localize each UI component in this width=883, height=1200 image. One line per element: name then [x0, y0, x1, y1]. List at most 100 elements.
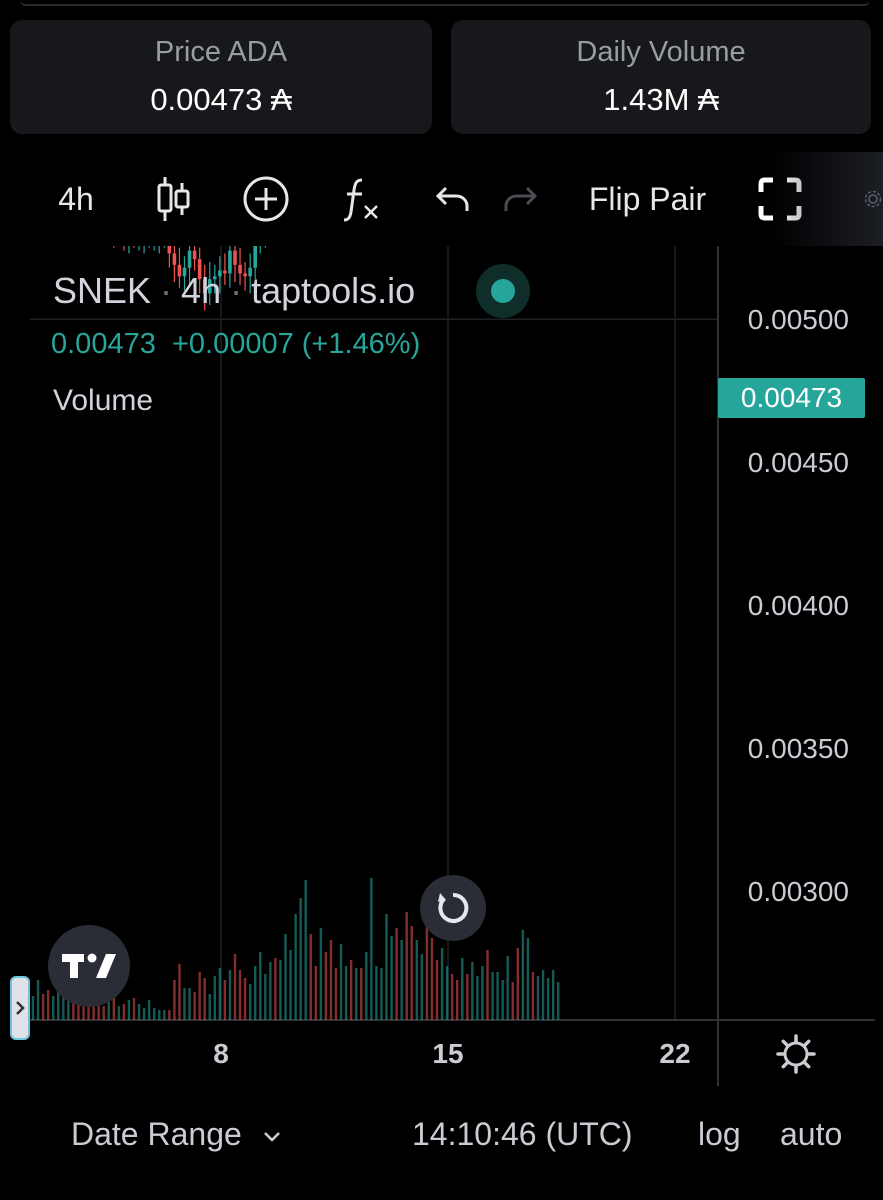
- status-dot-icon: [491, 279, 515, 303]
- volume-bar: [193, 992, 196, 1020]
- function-icon[interactable]: [340, 152, 384, 246]
- current-price-tag: 0.00473: [718, 378, 865, 418]
- volume-bar: [415, 940, 418, 1020]
- volume-bar: [435, 960, 439, 1020]
- volume-bar: [248, 984, 252, 1020]
- chevron-down-icon: [263, 1131, 280, 1142]
- volume-bar: [294, 914, 297, 1020]
- volume-bar: [445, 966, 449, 1020]
- candle-body: [248, 267, 252, 277]
- candle-body: [213, 276, 217, 280]
- daily-volume-value: 1.43M ₳: [603, 82, 719, 117]
- volume-bar: [178, 964, 181, 1020]
- price-value: 0.00473 ₳: [150, 82, 292, 117]
- utc-clock[interactable]: 14:10:46 (UTC): [412, 1116, 633, 1152]
- redo-icon[interactable]: [501, 152, 541, 246]
- candle-body: [243, 273, 247, 277]
- volume-bar: [36, 980, 40, 1020]
- volume-bar: [546, 978, 550, 1020]
- volume-bar: [430, 938, 434, 1020]
- settings-icon[interactable]: [853, 152, 883, 246]
- candle-body: [253, 246, 257, 268]
- reset-chart-button[interactable]: [420, 875, 486, 941]
- volume-bar: [142, 1008, 146, 1020]
- price-axis-label: 0.00350: [747, 733, 849, 764]
- interval-button[interactable]: 4h: [58, 180, 94, 217]
- daily-volume-card: Daily Volume 1.43M ₳: [451, 20, 871, 134]
- volume-bar: [213, 976, 216, 1020]
- candle-body: [228, 250, 232, 274]
- volume-bar: [289, 950, 292, 1020]
- volume-bar: [223, 980, 227, 1020]
- volume-bar: [526, 938, 530, 1020]
- add-indicator-icon[interactable]: [240, 152, 292, 246]
- volume-bar: [557, 982, 560, 1020]
- chevron-right-icon: [16, 1001, 25, 1015]
- volume-bar: [57, 980, 60, 1020]
- candle-body: [238, 264, 242, 274]
- undo-icon[interactable]: [432, 152, 472, 246]
- volume-bar: [198, 972, 201, 1020]
- flip-pair-button[interactable]: Flip Pair: [588, 180, 707, 217]
- volume-bar: [476, 976, 479, 1020]
- volume-bar: [405, 912, 408, 1020]
- volume-bar: [158, 1010, 161, 1020]
- date-range-label: Date Range: [71, 1116, 242, 1152]
- volume-bar: [228, 970, 232, 1020]
- candlestick-chart[interactable]: [0, 246, 883, 1086]
- volume-bar: [46, 990, 50, 1020]
- volume-bar: [324, 952, 328, 1020]
- volume-bar: [440, 948, 444, 1020]
- chart-toolbar: 4h Flip: [0, 152, 883, 246]
- volume-bar: [450, 974, 454, 1020]
- volume-bar: [471, 962, 474, 1020]
- volume-bar: [67, 986, 70, 1020]
- volume-bar: [188, 988, 191, 1020]
- volume-bar: [218, 968, 222, 1020]
- candle-body: [207, 279, 212, 294]
- price-axis-label: 0.00500: [747, 304, 849, 335]
- price-label: Price ADA: [154, 36, 288, 68]
- candle-body: [187, 250, 192, 268]
- chart-settings-button[interactable]: [776, 1034, 816, 1074]
- price-axis-label: 0.00450: [747, 447, 849, 478]
- volume-bar: [304, 880, 307, 1020]
- auto-scale-toggle[interactable]: auto: [780, 1116, 843, 1152]
- tradingview-logo[interactable]: [48, 925, 130, 1007]
- volume-bar: [531, 972, 535, 1020]
- price-chart[interactable]: [0, 246, 883, 1086]
- date-range-button[interactable]: Date Range: [71, 1116, 283, 1153]
- candles-icon[interactable]: [150, 152, 196, 246]
- volume-bar: [511, 982, 514, 1020]
- volume-bar: [339, 944, 343, 1020]
- log-scale-toggle[interactable]: log: [698, 1116, 741, 1152]
- market-status-indicator[interactable]: [476, 264, 530, 318]
- volume-bar: [163, 1010, 166, 1020]
- candle-body: [192, 250, 197, 260]
- price-axis-label: 0.00300: [747, 876, 849, 907]
- volume-bar: [264, 974, 267, 1020]
- volume-bar: [516, 948, 519, 1020]
- volume-bar: [279, 960, 282, 1020]
- volume-bar: [82, 1006, 85, 1020]
- volume-bar: [375, 966, 378, 1020]
- volume-bar: [238, 970, 242, 1020]
- volume-bar: [183, 988, 186, 1020]
- volume-bar: [329, 940, 333, 1020]
- volume-bar: [486, 950, 489, 1020]
- volume-bar: [62, 990, 65, 1020]
- legend-close: 0.00473: [51, 328, 156, 360]
- price-axis-label: 0.00400: [747, 590, 849, 621]
- volume-bar: [168, 1010, 171, 1020]
- volume-bar: [496, 972, 499, 1020]
- volume-bar: [506, 956, 509, 1020]
- volume-bar: [87, 1002, 90, 1020]
- side-panel-toggle[interactable]: [10, 976, 30, 1040]
- header-edge: [20, 0, 870, 6]
- volume-bar: [309, 934, 312, 1020]
- volume-bar: [420, 954, 424, 1020]
- volume-bar: [466, 974, 469, 1020]
- candle-body: [218, 270, 222, 277]
- candle-body: [202, 279, 207, 294]
- volume-bar: [319, 928, 323, 1020]
